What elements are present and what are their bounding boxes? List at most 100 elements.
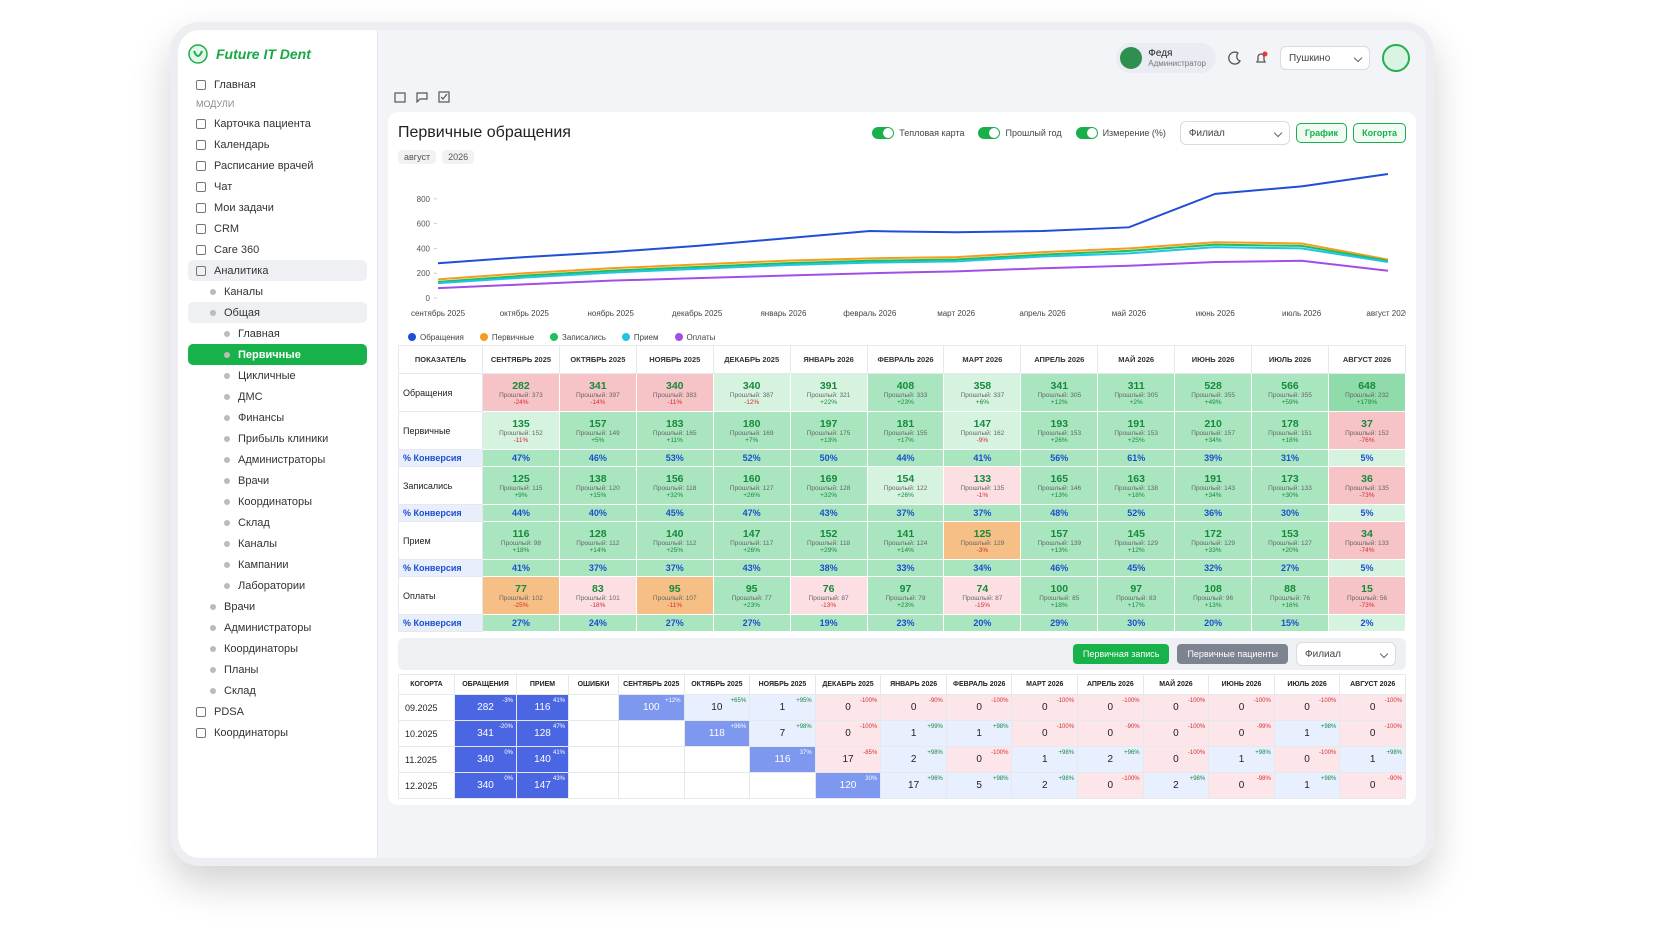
heat-cell[interactable]: 31% <box>1251 449 1329 467</box>
bell-icon[interactable] <box>1254 51 1268 65</box>
menu-item[interactable]: Чат <box>188 176 367 197</box>
cohort-cell[interactable]: 1 +98% <box>1208 746 1275 773</box>
menu-item[interactable]: Карточка пациента <box>188 113 367 134</box>
crumb[interactable]: 2026 <box>442 150 475 164</box>
heat-cell[interactable]: 46% <box>558 449 637 467</box>
heat-cell[interactable]: 528 Прошлый: 355 +49% <box>1174 373 1253 412</box>
cohort-cell[interactable]: 340 0% <box>454 772 517 799</box>
heat-cell[interactable]: 37% <box>558 559 637 577</box>
toggle[interactable]: Тепловая карта <box>872 127 964 139</box>
heat-cell[interactable]: 30% <box>1097 614 1176 632</box>
heat-cell[interactable]: 41% <box>482 559 560 577</box>
menu-item[interactable]: Аналитика <box>188 260 367 281</box>
cohort-cell[interactable]: 5 +98% <box>945 772 1013 799</box>
heat-cell[interactable]: 180 Прошлый: 169 +7% <box>712 411 791 450</box>
cohort-cell[interactable]: 0 -100% <box>1142 746 1210 773</box>
legend-item[interactable]: Обращения <box>408 333 464 342</box>
cohort-cell[interactable]: 116 41% <box>516 694 569 721</box>
cohort-cell[interactable]: 1 +98% <box>1273 772 1341 799</box>
toggle[interactable]: Измерение (%) <box>1075 127 1166 139</box>
menu-item[interactable]: Склад <box>188 512 367 533</box>
heat-cell[interactable]: 33% <box>866 559 945 577</box>
heat-cell[interactable]: 125 Прошлый: 129 -3% <box>943 521 1022 560</box>
cohort-cell[interactable]: 2 +96% <box>1077 746 1144 773</box>
heat-cell[interactable]: 20% <box>1174 614 1253 632</box>
cohort-cell[interactable]: 0 -100% <box>945 746 1013 773</box>
cohort-cell[interactable]: 0 -100% <box>1142 694 1210 721</box>
heat-cell[interactable]: 147 Прошлый: 162 -9% <box>943 411 1022 450</box>
heat-cell[interactable]: 97 Прошлый: 79 +23% <box>866 576 945 615</box>
heat-cell[interactable]: 44% <box>482 504 560 522</box>
heat-cell[interactable]: 140 Прошлый: 112 +25% <box>635 521 714 560</box>
heat-cell[interactable]: 340 Прошлый: 383 -11% <box>635 373 714 412</box>
heat-cell[interactable]: 191 Прошлый: 143 +34% <box>1174 466 1253 505</box>
cohort-cell[interactable]: 0 -100% <box>1011 694 1079 721</box>
cohort-button[interactable]: Первичная запись <box>1072 644 1170 664</box>
heat-cell[interactable]: 340 Прошлый: 387 -12% <box>712 373 791 412</box>
heat-cell[interactable]: 27% <box>712 614 791 632</box>
theme-icon[interactable] <box>1228 51 1242 65</box>
heat-cell[interactable]: 37% <box>943 504 1022 522</box>
menu-item[interactable]: Мои задачи <box>188 197 367 218</box>
heat-cell[interactable]: 34 Прошлый: 133 -74% <box>1327 521 1407 560</box>
heat-cell[interactable]: 23% <box>866 614 945 632</box>
heat-cell[interactable]: 20% <box>943 614 1022 632</box>
heat-cell[interactable]: 88 Прошлый: 76 +16% <box>1251 576 1329 615</box>
menu-item[interactable]: Расписание врачей <box>188 155 367 176</box>
heat-cell[interactable]: 95 Прошлый: 107 -11% <box>635 576 714 615</box>
heat-cell[interactable]: 43% <box>712 559 791 577</box>
heat-cell[interactable]: 41% <box>943 449 1022 467</box>
heat-cell[interactable]: 36 Прошлый: 135 -73% <box>1327 466 1407 505</box>
tasks-icon[interactable] <box>438 91 450 103</box>
cohort-cell[interactable]: 1 +98% <box>1339 746 1406 773</box>
heat-cell[interactable]: 311 Прошлый: 305 +2% <box>1097 373 1176 412</box>
heat-cell[interactable]: 56% <box>1020 449 1099 467</box>
heat-cell[interactable]: 30% <box>1251 504 1329 522</box>
heat-cell[interactable]: 141 Прошлый: 124 +14% <box>866 521 945 560</box>
menu-item[interactable]: Координаторы <box>188 638 367 659</box>
heat-cell[interactable]: 178 Прошлый: 151 +18% <box>1251 411 1329 450</box>
cohort-cell[interactable]: 282 -3% <box>454 694 517 721</box>
heat-cell[interactable]: 44% <box>866 449 945 467</box>
heat-cell[interactable]: 74 Прошлый: 87 -15% <box>943 576 1022 615</box>
cohort-cell[interactable]: 1 +98% <box>1011 746 1079 773</box>
cohort-button[interactable]: Первичные пациенты <box>1177 644 1288 664</box>
heat-cell[interactable]: 37% <box>866 504 945 522</box>
heat-cell[interactable]: 19% <box>789 614 868 632</box>
heat-cell[interactable]: 97 Прошлый: 83 +17% <box>1097 576 1176 615</box>
cohort-cell[interactable]: 0 -99% <box>1208 720 1275 747</box>
toggle[interactable]: Прошлый год <box>978 127 1062 139</box>
cohort-cell[interactable]: 0 -90% <box>880 694 947 721</box>
legend-item[interactable]: Записались <box>550 333 606 342</box>
heat-cell[interactable]: 147 Прошлый: 117 +26% <box>712 521 791 560</box>
view-button[interactable]: График <box>1295 123 1348 143</box>
menu-item[interactable]: Цикличные <box>188 365 367 386</box>
heat-cell[interactable]: 648 Прошлый: 232 +179% <box>1327 373 1407 412</box>
heat-cell[interactable]: 83 Прошлый: 101 -18% <box>558 576 637 615</box>
cohort-cell[interactable]: 1 +99% <box>880 720 947 747</box>
heat-cell[interactable]: 45% <box>1097 559 1176 577</box>
heat-cell[interactable]: 128 Прошлый: 112 +14% <box>558 521 637 560</box>
heat-cell[interactable]: 408 Прошлый: 333 +23% <box>866 373 945 412</box>
cohort-cell[interactable]: 120 30% <box>814 772 882 799</box>
cohort-cell[interactable]: 128 47% <box>516 720 569 747</box>
cohort-cell[interactable]: 140 41% <box>516 746 569 773</box>
heat-cell[interactable]: 173 Прошлый: 133 +30% <box>1251 466 1329 505</box>
legend-item[interactable]: Прием <box>621 333 659 342</box>
menu-item[interactable]: Главная <box>188 74 367 95</box>
heat-cell[interactable]: 125 Прошлый: 115 +9% <box>482 466 560 505</box>
heat-cell[interactable]: 193 Прошлый: 153 +26% <box>1020 411 1099 450</box>
menu-item[interactable]: Care 360 <box>188 239 367 260</box>
heat-cell[interactable]: 36% <box>1174 504 1253 522</box>
heat-cell[interactable]: 391 Прошлый: 321 +22% <box>789 373 868 412</box>
profile-avatar[interactable] <box>1382 44 1410 72</box>
heat-cell[interactable]: 160 Прошлый: 127 +26% <box>712 466 791 505</box>
cohort-cell[interactable]: 0 -100% <box>1273 694 1341 721</box>
menu-item[interactable]: Каналы <box>188 281 367 302</box>
cohort-cell[interactable]: 116 37% <box>749 746 816 773</box>
heat-cell[interactable]: 24% <box>558 614 637 632</box>
cohort-cell[interactable]: 0 -98% <box>1208 772 1275 799</box>
menu-item[interactable]: Администраторы <box>188 449 367 470</box>
cohort-cell[interactable]: 0 -100% <box>1142 720 1210 747</box>
heat-cell[interactable]: 163 Прошлый: 138 +18% <box>1097 466 1176 505</box>
